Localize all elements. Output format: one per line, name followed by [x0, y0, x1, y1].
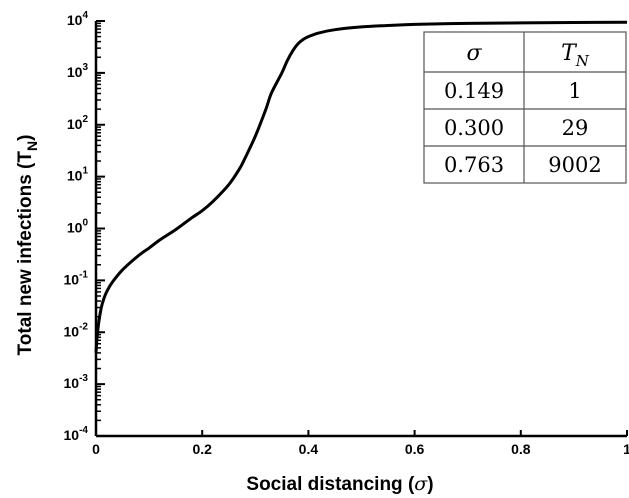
x-axis-label: Social distancing (σ): [246, 473, 433, 495]
inset-table-cell: 29: [562, 116, 589, 140]
inset-table-cell: 0.763: [444, 153, 504, 177]
y-tick-label: 104: [67, 10, 89, 28]
y-tick-label: 10-1: [64, 269, 89, 287]
x-tick-label: 0.6: [405, 441, 425, 457]
y-tick-label: 10-4: [64, 425, 89, 443]
curve-layer: [94, 20, 628, 353]
y-tick-label: 10-2: [64, 321, 89, 339]
y-axis-label: Total new infections (TN): [15, 135, 40, 356]
inset-table-frame: [423, 31, 627, 184]
inset-table: σ TN 0.149 1 0.300 29 0.763 9002: [423, 31, 627, 184]
y-tick-label: 102: [67, 114, 89, 132]
y-tick-label: 101: [67, 166, 89, 184]
x-tick-label: 0.4: [299, 441, 319, 457]
inset-table-cell: 0.300: [444, 116, 504, 140]
inset-header-cell: σ: [466, 41, 482, 66]
y-tick-label: 10-3: [64, 373, 89, 391]
x-axis-label-text: Social distancing (: [246, 474, 415, 495]
x-axis: 0 0.2 0.4 0.6 0.8 1: [92, 430, 629, 457]
y-axis-label-text: Total new infections (T: [15, 151, 36, 356]
x-tick-label: 0.8: [511, 441, 531, 457]
infection-curve: [94, 20, 628, 353]
y-axis-label-sub: N: [24, 141, 40, 151]
y-tick-label: 103: [67, 62, 89, 80]
x-tick-label: 1: [623, 441, 629, 457]
y-axis: 10-4 10-3 10-2 10-1 100 101 102 103 104: [64, 10, 105, 443]
x-tick-label: 0.2: [192, 441, 212, 457]
x-tick-label: 0: [92, 441, 100, 457]
x-axis-label-close: ): [427, 474, 433, 495]
x-axis-label-symbol: σ: [414, 473, 428, 495]
y-axis-label-close: ): [15, 135, 36, 141]
inset-header-cell: TN: [561, 41, 590, 70]
y-tick-label: 100: [67, 218, 89, 236]
inset-table-cell: 0.149: [444, 79, 504, 103]
inset-table-cell: 1: [568, 79, 581, 103]
inset-table-cell: 9002: [548, 153, 601, 177]
